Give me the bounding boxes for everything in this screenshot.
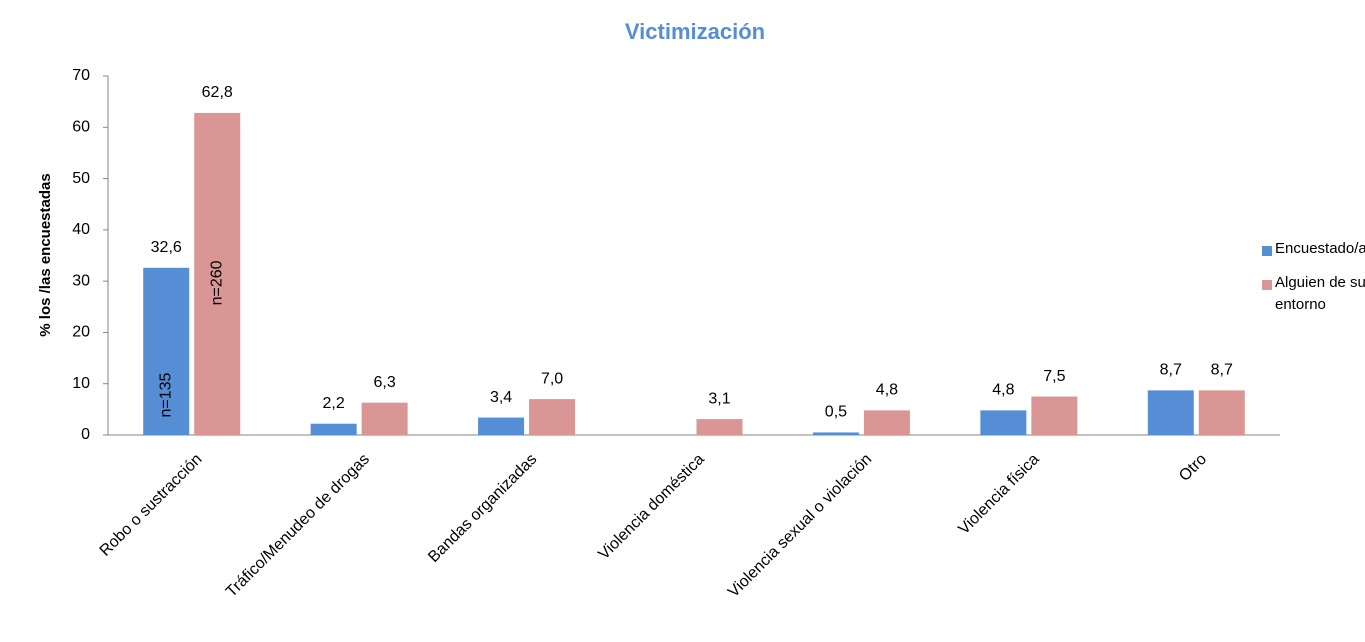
y-tick-label: 20 (72, 324, 90, 341)
bar (696, 419, 743, 435)
bar (1198, 390, 1245, 435)
legend-item: Encuestado/a (1262, 240, 1365, 260)
x-tick-label: Bandas organizadas (425, 451, 540, 566)
bar (1031, 396, 1078, 435)
data-label: 8,7 (1211, 362, 1233, 379)
bar (478, 417, 525, 435)
data-label: 7,5 (1043, 368, 1065, 385)
legend-label: Encuestado/a (1275, 240, 1365, 257)
bar (310, 423, 357, 435)
y-tick-label: 0 (81, 426, 90, 443)
x-tick-label: Violencia doméstica (595, 451, 708, 564)
data-label: 3,4 (490, 389, 512, 406)
y-axis-label: % los /las encuestadas (37, 173, 54, 336)
annotation: n=135 (157, 372, 174, 417)
bar (863, 410, 910, 435)
bar (361, 402, 408, 435)
chart-title: Victimización (625, 19, 765, 44)
legend-swatch (1262, 246, 1272, 256)
bar (194, 112, 241, 435)
bar (980, 410, 1027, 435)
legend-label: Alguien de su entorno (1275, 274, 1365, 313)
x-tick-label: Otro (1176, 451, 1210, 485)
data-label: 32,6 (151, 239, 182, 256)
y-tick-label: 10 (72, 375, 90, 392)
y-tick-label: 50 (72, 170, 90, 187)
data-label: 3,1 (708, 390, 730, 407)
data-label: 8,7 (1160, 362, 1182, 379)
legend-item: Alguien de su entorno (1262, 274, 1365, 316)
data-label: 0,5 (825, 404, 847, 421)
legend: Encuestado/a Alguien de su entorno (1262, 240, 1365, 332)
x-tick-label: Tráfico/Menudeo de drogas (223, 451, 373, 601)
legend-swatch (1262, 280, 1272, 290)
bar (529, 399, 576, 435)
bar (1147, 390, 1194, 435)
annotation: n=260 (208, 260, 225, 305)
x-tick-label: Robo o sustracción (97, 451, 206, 560)
y-tick-label: 30 (72, 272, 90, 289)
y-tick-label: 70 (72, 67, 90, 84)
data-label: 2,2 (323, 395, 345, 412)
y-tick-label: 60 (72, 119, 90, 136)
data-label: 4,8 (876, 382, 898, 399)
bar (812, 432, 859, 435)
data-label: 7,0 (541, 370, 563, 387)
bar (143, 267, 190, 435)
data-label: 4,8 (992, 382, 1014, 399)
x-tick-label: Violencia física (955, 451, 1042, 538)
y-tick-label: 40 (72, 221, 90, 238)
data-label: 6,3 (374, 374, 396, 391)
data-label: 62,8 (202, 84, 233, 101)
x-tick-label: Violencia sexual o violación (725, 451, 875, 601)
